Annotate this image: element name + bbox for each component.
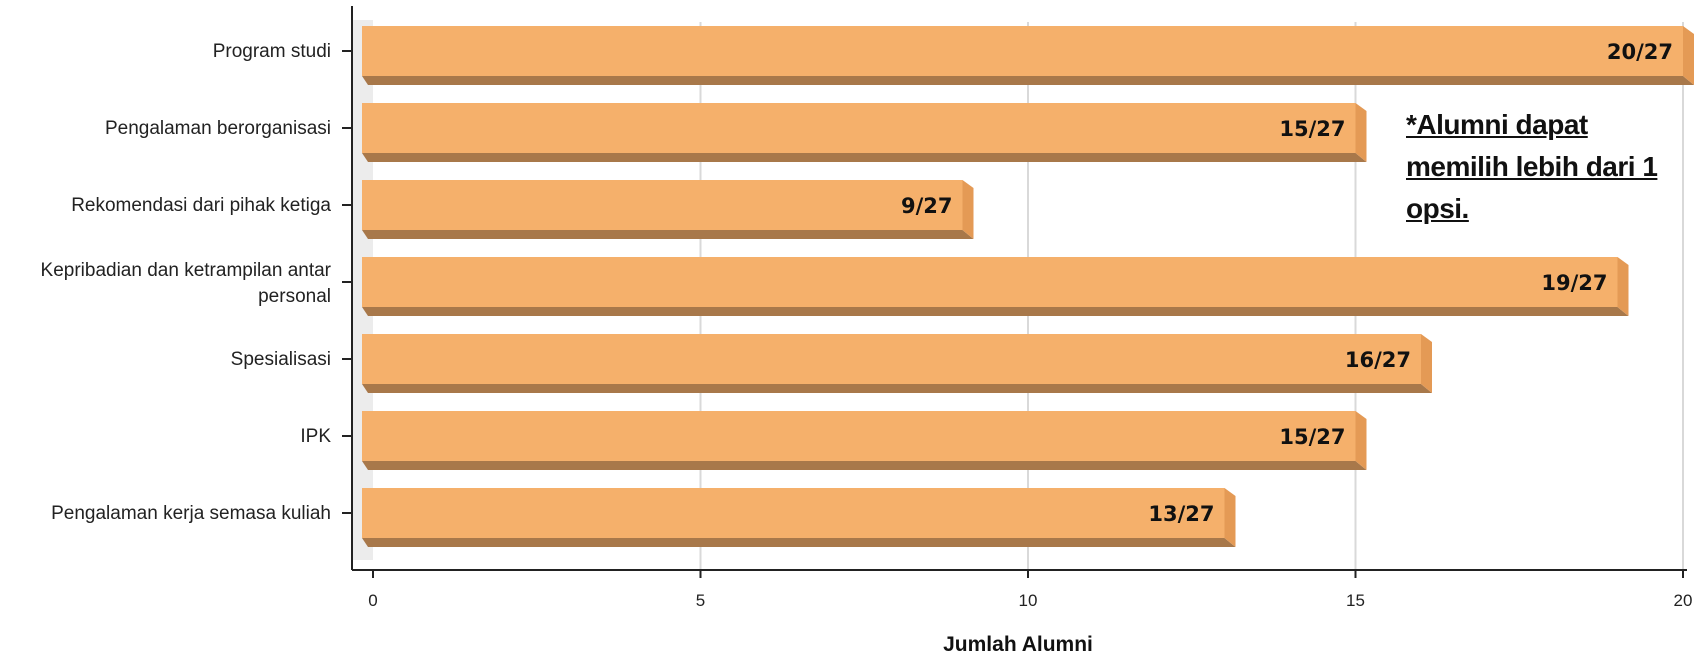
category-label: Pengalaman kerja semasa kuliah xyxy=(51,503,331,524)
bar-side-face xyxy=(1617,257,1629,316)
x-tick-label: 10 xyxy=(1019,591,1038,610)
bar-bottom-face xyxy=(362,307,1629,316)
bar-value-label: 13/27 xyxy=(1148,502,1214,526)
category-label: Rekomendasi dari pihak ketiga xyxy=(71,195,331,216)
bar-value-label: 19/27 xyxy=(1541,271,1607,295)
bar-side-face xyxy=(1355,103,1367,162)
bar xyxy=(362,26,1683,76)
x-tick-label: 15 xyxy=(1346,591,1365,610)
bar-bottom-face xyxy=(362,76,1694,85)
bar-side-face xyxy=(1421,334,1432,393)
category-label: IPK xyxy=(300,426,331,447)
bar-side-face xyxy=(1355,411,1367,470)
bar-bottom-face xyxy=(362,230,974,239)
bar-value-label: 15/27 xyxy=(1279,117,1345,141)
bar-bottom-face xyxy=(362,461,1367,470)
bars xyxy=(362,26,1694,547)
bar xyxy=(362,488,1225,538)
bar-bottom-face xyxy=(362,153,1367,162)
bar xyxy=(362,103,1356,153)
bar xyxy=(362,334,1421,384)
x-axis-title: Jumlah Alumni xyxy=(943,633,1093,656)
bar-bottom-face xyxy=(362,384,1432,393)
category-label: Program studi xyxy=(213,41,331,62)
bar xyxy=(362,180,963,230)
bar-side-face xyxy=(1224,488,1236,547)
bar-side-face xyxy=(1683,26,1694,85)
category-label: Pengalaman berorganisasi xyxy=(105,118,331,139)
bar-value-label: 20/27 xyxy=(1607,40,1673,64)
bar xyxy=(362,411,1356,461)
axes xyxy=(342,6,1687,578)
bar-value-label: 15/27 xyxy=(1279,425,1345,449)
bar xyxy=(362,257,1618,307)
bar-side-face xyxy=(962,180,974,239)
category-label: Kepribadian dan ketrampilan antar persona… xyxy=(41,260,332,307)
category-label: Spesialisasi xyxy=(231,349,331,370)
x-tick-label: 5 xyxy=(696,591,705,610)
annotation-note: *Alumni dapat memilih lebih dari 1 opsi. xyxy=(1406,109,1658,224)
bar-value-label: 9/27 xyxy=(901,194,953,218)
x-tick-label: 0 xyxy=(368,591,377,610)
labels: 20/27 15/27 9/27 19/27 16/27 15/27 13/27 0 5 10 15… xyxy=(41,40,1693,610)
bar-value-label: 16/27 xyxy=(1345,348,1411,372)
x-tick-label: 20 xyxy=(1674,591,1693,610)
bar-bottom-face xyxy=(362,538,1236,547)
